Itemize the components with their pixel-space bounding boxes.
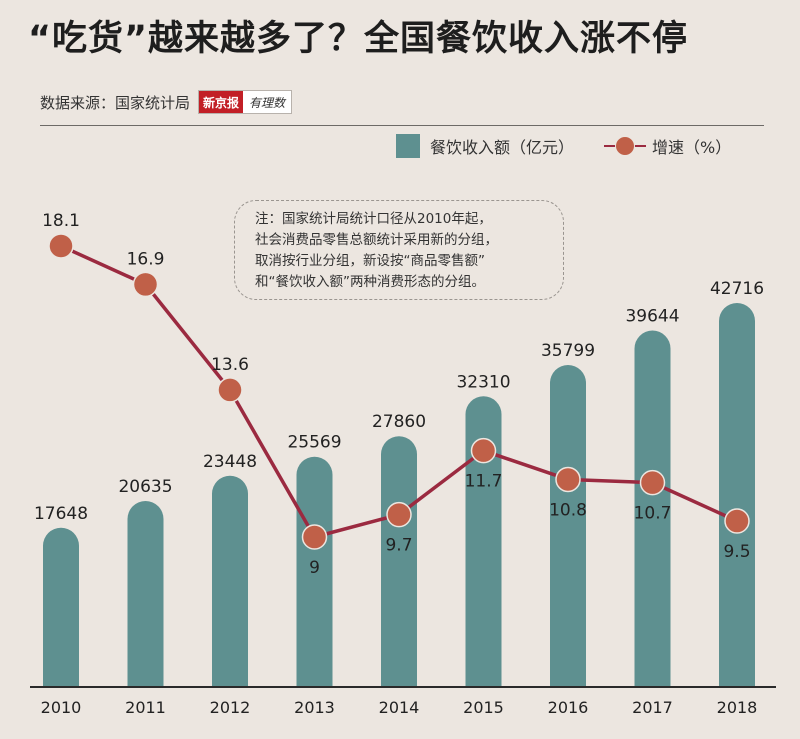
- bar: [212, 475, 248, 686]
- bar-value-label: 23448: [203, 452, 257, 472]
- x-tick-label: 2017: [632, 698, 673, 717]
- chart-legend: 餐饮收入额（亿元） 增速（%）: [396, 134, 731, 158]
- bar: [550, 365, 586, 686]
- x-tick-label: 2011: [125, 698, 166, 717]
- growth-value-label: 10.7: [634, 504, 672, 524]
- growth-value-label: 18.1: [42, 211, 80, 231]
- header-divider: [40, 125, 764, 126]
- logo-primary: 新京报: [199, 91, 244, 113]
- growth-marker: [470, 437, 497, 464]
- source-row: 数据来源：国家统计局 新京报 有理数: [40, 90, 293, 114]
- bar-value-label: 39644: [625, 307, 679, 327]
- note-line: 社会消费品零售总额统计采用新的分组，: [255, 232, 498, 248]
- note-line: 注：国家统计局统计口径从2010年起，: [255, 211, 492, 227]
- growth-value-label: 9: [309, 558, 320, 578]
- bar: [127, 500, 164, 686]
- x-tick-label: 2012: [210, 698, 251, 717]
- x-tick-label: 2016: [548, 698, 589, 717]
- growth-marker: [48, 233, 74, 259]
- bar-value-label: 35799: [541, 341, 595, 361]
- note-line: 和“餐饮收入额”两种消费形态的分组。: [255, 274, 485, 290]
- bar: [43, 527, 79, 686]
- note-line: 取消按行业分组，新设按“商品零售额”: [255, 253, 485, 269]
- bar: [296, 456, 333, 686]
- x-tick-label: 2014: [379, 698, 420, 717]
- x-tick-label: 2015: [463, 698, 504, 717]
- x-axis-baseline: [30, 686, 776, 688]
- x-tick-label: 2013: [294, 698, 335, 717]
- bar-value-label: 32310: [456, 372, 510, 392]
- growth-value-label: 11.7: [465, 472, 503, 492]
- growth-marker: [724, 508, 750, 534]
- legend-line-label: 增速（%）: [652, 138, 732, 157]
- methodology-note: 注：国家统计局统计口径从2010年起， 社会消费品零售总额统计采用新的分组， 取…: [234, 200, 564, 300]
- growth-marker: [639, 469, 666, 496]
- bar-value-label: 20635: [118, 477, 172, 497]
- growth-marker: [386, 501, 412, 528]
- chart-title: “吃货”越来越多了？全国餐饮收入涨不停: [28, 19, 689, 59]
- growth-value-label: 9.7: [385, 536, 412, 556]
- legend-bar-label: 餐饮收入额（亿元）: [430, 138, 575, 157]
- growth-value-label: 9.5: [723, 542, 750, 562]
- bar-value-label: 27860: [372, 412, 426, 432]
- bar-value-label: 42716: [710, 279, 764, 299]
- bar-value-label: 17648: [34, 504, 88, 524]
- growth-value-label: 13.6: [211, 355, 249, 375]
- bar: [719, 303, 755, 686]
- publisher-logo: 新京报 有理数: [198, 90, 293, 114]
- x-tick-label: 2018: [717, 698, 758, 717]
- legend-line-swatch: [604, 134, 647, 158]
- bar: [634, 330, 671, 686]
- source-label: 数据来源：国家统计局: [40, 93, 191, 112]
- bar: [381, 436, 417, 686]
- logo-secondary: 有理数: [249, 95, 286, 110]
- growth-marker: [301, 524, 328, 550]
- growth-marker: [132, 271, 159, 298]
- bar-value-label: 25569: [287, 433, 341, 453]
- growth-value-label: 10.8: [549, 500, 587, 520]
- bar: [465, 396, 502, 686]
- growth-marker: [217, 377, 243, 403]
- legend-bar-swatch: [396, 134, 420, 158]
- x-tick-label: 2010: [41, 698, 82, 717]
- growth-marker: [555, 466, 581, 493]
- growth-value-label: 16.9: [127, 249, 165, 269]
